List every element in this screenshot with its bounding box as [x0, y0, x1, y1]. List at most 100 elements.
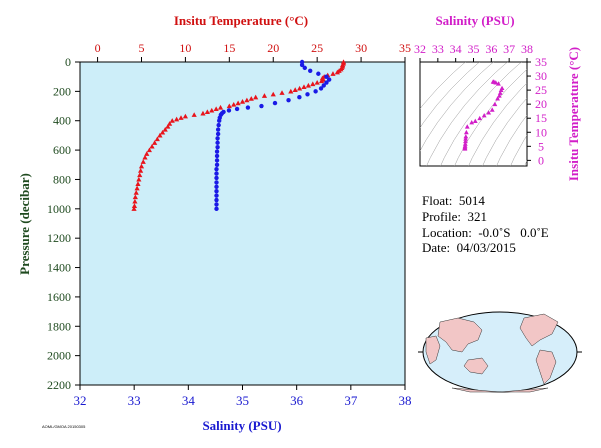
ts-point	[490, 79, 496, 84]
ts-plot-background	[419, 61, 528, 167]
temperature-point	[134, 185, 140, 191]
salinity-point	[299, 62, 305, 68]
temperature-point	[146, 147, 152, 153]
ts-temperature-tick-label: 25	[535, 83, 547, 97]
salinity-point	[214, 180, 219, 185]
salinity-point	[215, 144, 220, 150]
temperature-point	[191, 112, 197, 117]
temperature-point	[132, 194, 138, 200]
temperature-axis-label: Insitu Temperature (°C)	[174, 13, 308, 28]
salinity-tick-label: 32	[74, 393, 87, 408]
main-data-points	[131, 59, 347, 212]
ts-density-contour	[420, 62, 480, 129]
temperature-point	[270, 91, 276, 97]
temperature-point	[296, 85, 303, 91]
pressure-tick-label: 2200	[47, 378, 71, 392]
salinity-point	[215, 136, 220, 141]
ts-salinity-tick-label: 33	[432, 42, 444, 56]
salinity-point	[302, 65, 307, 71]
salinity-point	[214, 162, 220, 167]
ts-salinity-tick-label: 38	[521, 42, 533, 56]
temperature-tick-label: 15	[223, 41, 235, 55]
temperature-point	[132, 198, 138, 204]
ts-point	[492, 101, 498, 107]
temperature-tick-label: 35	[399, 41, 411, 55]
ts-point	[477, 115, 483, 121]
ts-point	[486, 110, 492, 115]
map-continent-africa	[425, 335, 441, 365]
ts-density-contour	[420, 62, 466, 110]
ts-density-contour	[420, 62, 494, 152]
salinity-point	[318, 86, 324, 91]
salinity-point	[234, 106, 240, 112]
ts-temperature-tick-label: 35	[535, 55, 547, 69]
ts-density-contours	[420, 42, 601, 176]
ts-density-contour	[590, 42, 601, 176]
ts-temperature-tick-label: 10	[535, 125, 547, 139]
temperature-point	[330, 71, 336, 76]
ts-point	[462, 141, 468, 146]
pressure-tick-label: 1600	[47, 290, 71, 304]
ts-temperature-tick-label: 15	[535, 111, 547, 125]
temperature-point	[166, 121, 173, 126]
temperature-tick-label: 5	[138, 41, 144, 55]
temperature-point	[138, 168, 144, 173]
salinity-point	[297, 95, 302, 100]
temperature-point	[152, 140, 158, 145]
temperature-point	[334, 69, 340, 75]
temperature-point	[213, 106, 219, 112]
temperature-tick-label: 10	[179, 41, 191, 55]
ts-point	[489, 107, 495, 112]
temperature-point	[154, 136, 160, 142]
temperature-point	[138, 163, 145, 169]
salinity-tick-label: 33	[128, 393, 141, 408]
ts-point	[497, 90, 503, 95]
ts-point	[499, 85, 505, 91]
salinity-point	[214, 158, 220, 163]
temperature-point	[318, 78, 325, 84]
salinity-axis-label: Salinity (PSU)	[202, 418, 281, 433]
temperature-point	[204, 109, 210, 114]
pressure-tick-label: 200	[53, 84, 71, 98]
salinity-point	[214, 206, 219, 212]
temperature-point	[182, 113, 189, 119]
ts-density-contour	[524, 159, 527, 166]
temperature-point	[314, 79, 320, 85]
salinity-point	[215, 127, 221, 132]
temperature-point	[174, 116, 180, 122]
temperature-point	[165, 124, 171, 129]
ts-point	[469, 120, 475, 125]
salinity-point	[286, 97, 291, 103]
temperature-point	[279, 90, 285, 95]
ts-temperature-tick-label: 30	[535, 69, 547, 83]
ts-salinity-axis-label: Salinity (PSU)	[435, 13, 514, 28]
ts-salinity-tick-label: 34	[450, 42, 462, 56]
salinity-point	[259, 103, 264, 109]
ts-density-contour	[482, 97, 527, 166]
main-plot-background	[79, 61, 406, 386]
temperature-point	[131, 203, 138, 208]
salinity-tick-label: 37	[344, 393, 358, 408]
salinity-point	[316, 71, 321, 76]
pressure-tick-label: 800	[53, 172, 71, 186]
ts-point	[463, 129, 469, 135]
main-axes: 0 5 10 15 20 25 30 35 32 33 34 35 36 37 38 0 200 400 600 80…	[47, 41, 412, 408]
map-continent-asia	[437, 317, 483, 353]
map-continent-north-america	[519, 313, 559, 347]
profile-date: Date: 04/03/2015	[422, 240, 516, 255]
temperature-point	[178, 115, 184, 120]
salinity-point	[215, 140, 220, 145]
salinity-point	[214, 202, 219, 207]
pressure-axis-label: Pressure (decibar)	[17, 173, 32, 275]
temperature-point	[149, 143, 155, 149]
temperature-point	[239, 99, 246, 104]
pressure-tick-label: 2000	[47, 349, 71, 363]
salinity-point	[324, 74, 329, 79]
ts-point	[463, 138, 468, 144]
ts-density-contour	[468, 82, 527, 166]
salinity-point	[305, 92, 310, 97]
pressure-tick-label: 1000	[47, 202, 71, 216]
ts-density-contour	[510, 134, 527, 166]
